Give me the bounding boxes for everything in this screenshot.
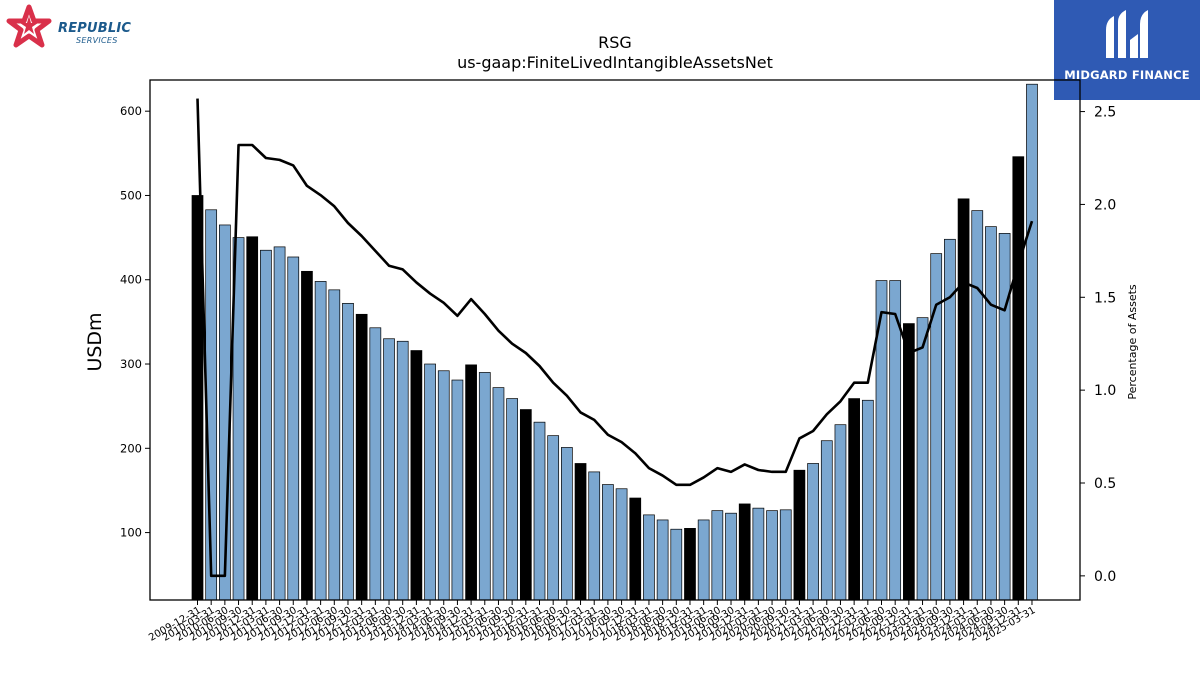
bar-2019-03-31	[697, 519, 710, 601]
bar-2016-06-30	[547, 435, 560, 601]
bar-2014-09-30	[451, 379, 464, 601]
bar-2013-03-31	[369, 327, 382, 601]
y2-tick-label: 1.0	[1094, 383, 1116, 399]
bar-2018-06-30	[656, 519, 669, 601]
bar-2012-12-31	[355, 313, 368, 601]
bar-2012-06-30	[328, 289, 341, 601]
y2-tick-label: 1.5	[1094, 290, 1116, 306]
bar-2022-03-31	[861, 399, 874, 601]
midgard-mark-icon	[1106, 10, 1148, 58]
bar-2019-06-30	[711, 510, 724, 601]
bar-2022-12-31	[903, 323, 915, 601]
bar-2023-03-31	[916, 317, 929, 601]
percentage-line	[196, 98, 1034, 578]
bar-2011-06-30	[273, 246, 286, 601]
axes-group: 1002003004005006000.00.51.01.52.02.52009…	[120, 79, 1116, 644]
bar-2021-12-31	[848, 398, 860, 601]
bar-2020-09-30	[779, 509, 792, 601]
bar-2021-06-30	[820, 440, 833, 601]
bar-2014-12-31	[465, 364, 477, 601]
bar-2011-03-31	[260, 249, 272, 601]
bar-2013-12-31	[410, 350, 423, 601]
star-logo-icon	[6, 4, 52, 48]
bar-2016-03-31	[533, 421, 546, 601]
bar-2017-12-31	[629, 497, 642, 601]
bar-2011-12-31	[301, 270, 313, 601]
bar-2012-03-31	[314, 281, 327, 601]
bar-2017-09-30	[615, 488, 628, 601]
y2-tick-label: 0.0	[1094, 569, 1116, 585]
midgard-finance-logo: MIDGARD FINANCE	[1054, 0, 1200, 100]
bar-2020-06-30	[766, 510, 778, 601]
bar-2010-12-31	[246, 236, 259, 601]
republic-services-logo: REPUBLIC SERVICES	[4, 4, 154, 54]
bar-2014-03-31	[424, 363, 436, 601]
y-tick-label: 400	[120, 273, 142, 287]
line-group	[196, 98, 1034, 578]
bar-2020-03-31	[752, 507, 765, 601]
y2-tick-label: 2.5	[1094, 105, 1116, 121]
y-tick-label: 100	[120, 526, 142, 540]
bar-2018-03-31	[643, 514, 655, 601]
chart-title: RSG	[598, 33, 632, 52]
bar-2024-09-30	[998, 233, 1011, 601]
bar-2024-12-31	[1012, 156, 1025, 601]
bar-2024-03-31	[971, 210, 984, 601]
bars-group	[191, 83, 1038, 601]
bar-2019-09-30	[725, 512, 737, 601]
y2-axis-label: Percentage of Assets	[1126, 284, 1139, 400]
logo-brand-subtext: SERVICES	[76, 36, 118, 45]
bar-2019-12-31	[738, 503, 751, 601]
logo-brand-text: REPUBLIC	[58, 21, 132, 36]
bar-2015-12-31	[519, 409, 532, 601]
bar-2017-03-31	[588, 471, 601, 601]
bar-2021-03-31	[807, 463, 819, 601]
bar-2015-06-30	[492, 387, 505, 601]
y-tick-label: 500	[120, 188, 142, 202]
y-tick-label: 600	[120, 104, 142, 118]
bar-2024-06-30	[985, 226, 997, 601]
y-tick-label: 200	[120, 441, 142, 455]
bar-2025-03-31	[1026, 83, 1038, 601]
bar-2016-12-31	[574, 463, 587, 601]
bar-2021-09-30	[834, 424, 847, 601]
bar-2013-06-30	[383, 338, 395, 601]
bar-2015-09-30	[506, 398, 518, 601]
plot-frame	[149, 79, 1081, 601]
bar-2018-12-31	[684, 528, 696, 601]
bar-2020-12-31	[793, 469, 806, 601]
y2-tick-label: 2.0	[1094, 197, 1116, 213]
bar-2012-09-30	[342, 302, 354, 601]
bar-2011-09-30	[287, 256, 300, 601]
bar-2016-09-30	[561, 447, 573, 601]
bar-2014-06-30	[437, 370, 450, 601]
chart-subtitle: us-gaap:FiniteLivedIntangibleAssetsNet	[457, 53, 773, 72]
y-axis-label: USDm	[84, 312, 106, 371]
y-tick-label: 300	[120, 357, 142, 371]
y2-tick-label: 0.5	[1094, 476, 1116, 492]
bar-2015-03-31	[478, 372, 491, 601]
logo-brand-name: MIDGARD FINANCE	[1064, 68, 1190, 82]
bar-2018-09-30	[670, 528, 683, 601]
bar-2017-06-30	[602, 484, 614, 601]
bar-2013-09-30	[396, 340, 409, 601]
bar-2023-12-31	[957, 198, 970, 601]
